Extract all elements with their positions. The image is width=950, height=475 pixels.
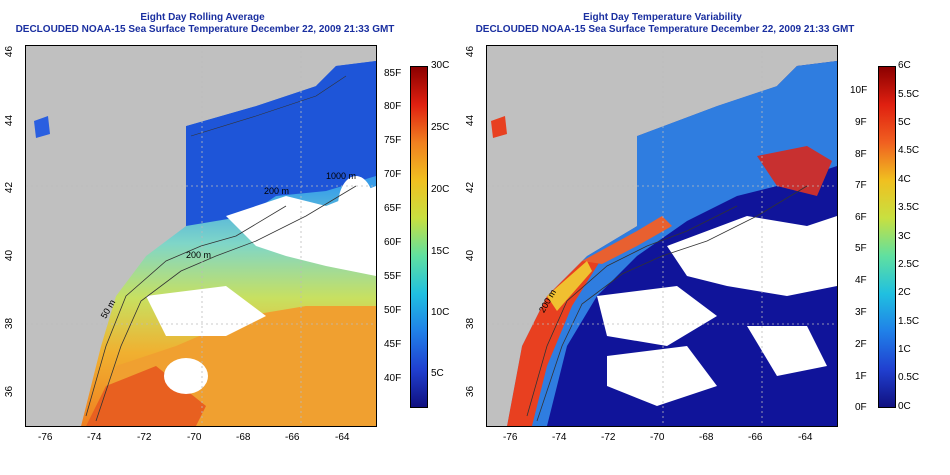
right-colorbar-c-label: 3.5C [898, 202, 920, 213]
right-colorbar-f-label: 3F [855, 307, 867, 318]
left-x-tick: -72 [137, 432, 152, 443]
left-y-tick: 38 [4, 317, 16, 330]
left-x-tick: -74 [87, 432, 102, 443]
left-colorbar-c-label: 25C [431, 122, 450, 133]
right-colorbar-c-label: 2.5C [898, 259, 920, 270]
left-colorbar-c-label: 10C [431, 307, 450, 318]
right-y-tick: 42 [465, 181, 477, 194]
left-colorbar-c-label: 20C [431, 184, 450, 195]
left-y-tick: 40 [4, 249, 16, 262]
left-colorbar-c-label: 30C [431, 60, 450, 71]
right-colorbar-c-label: 1.5C [898, 316, 920, 327]
right-colorbar-c-label: 4.5C [898, 145, 920, 156]
right-colorbar-f-label: 7F [855, 180, 867, 191]
right-colorbar-c-label: 0C [898, 401, 911, 412]
right-x-tick: -68 [699, 432, 714, 443]
left-colorbar-c-label: 15C [431, 246, 450, 257]
right-x-tick: -66 [748, 432, 763, 443]
right-colorbar-c-label: 3C [898, 231, 911, 242]
right-colorbar [878, 66, 896, 408]
right-x-tick: -76 [503, 432, 518, 443]
right-colorbar-f-label: 1F [855, 371, 867, 382]
left-colorbar-f-label: 65F [384, 203, 402, 214]
right-colorbar-f-label: 4F [855, 275, 867, 286]
right-y-tick: 46 [465, 45, 477, 58]
left-colorbar-f-label: 55F [384, 271, 402, 282]
right-colorbar-f-label: 5F [855, 243, 867, 254]
right-colorbar-c-label: 5.5C [898, 89, 920, 100]
left-colorbar-f-label: 60F [384, 237, 402, 248]
left-colorbar [410, 66, 428, 408]
left-colorbar-f-label: 45F [384, 339, 402, 350]
right-colorbar-c-label: 5C [898, 117, 911, 128]
left-colorbar-f-label: 70F [384, 169, 402, 180]
left-title-line1: Eight Day Rolling Average [140, 12, 265, 23]
left-y-tick: 46 [4, 45, 16, 58]
right-colorbar-f-label: 0F [855, 402, 867, 413]
left-colorbar-f-label: 50F [384, 305, 402, 316]
right-colorbar-f-label: 2F [855, 339, 867, 350]
right-colorbar-c-label: 0.5C [898, 372, 920, 383]
right-colorbar-c-label: 2C [898, 287, 911, 298]
right-colorbar-f-label: 6F [855, 212, 867, 223]
right-colorbar-f-label: 10F [850, 85, 868, 96]
left-colorbar-c-label: 5C [431, 368, 444, 379]
left-title-line2: DECLOUDED NOAA-15 Sea Surface Temperatur… [15, 24, 395, 35]
right-y-tick: 36 [465, 385, 477, 398]
left-x-tick: -76 [38, 432, 53, 443]
right-x-tick: -70 [650, 432, 665, 443]
right-title-line2: DECLOUDED NOAA-15 Sea Surface Temperatur… [475, 24, 855, 35]
right-colorbar-f-label: 8F [855, 149, 867, 160]
right-y-tick: 40 [465, 249, 477, 262]
left-x-tick: -70 [187, 432, 202, 443]
left-x-tick: -64 [335, 432, 350, 443]
left-x-tick: -66 [285, 432, 300, 443]
right-title-line1: Eight Day Temperature Variability [583, 12, 742, 23]
right-y-tick: 44 [465, 114, 477, 127]
left-y-tick: 42 [4, 181, 16, 194]
right-colorbar-c-label: 1C [898, 344, 911, 355]
right-x-tick: -72 [601, 432, 616, 443]
left-colorbar-f-label: 75F [384, 135, 402, 146]
left-y-tick: 36 [4, 385, 16, 398]
right-colorbar-c-label: 4C [898, 174, 911, 185]
right-variability-map: 200 m [486, 45, 838, 427]
left-contour-label: 200 m [186, 250, 212, 260]
left-colorbar-f-label: 80F [384, 101, 402, 112]
left-colorbar-f-label: 85F [384, 68, 402, 79]
left-colorbar-f-label: 40F [384, 373, 402, 384]
left-contour-label: 1000 m [326, 171, 357, 181]
right-x-tick: -64 [798, 432, 813, 443]
left-sst-map: 200 m 50 m 200 m 1000 m [25, 45, 377, 427]
right-y-tick: 38 [465, 317, 477, 330]
right-colorbar-c-label: 6C [898, 60, 911, 71]
right-x-tick: -74 [552, 432, 567, 443]
left-contour-label: 200 m [264, 186, 290, 196]
left-x-tick: -68 [236, 432, 251, 443]
left-y-tick: 44 [4, 114, 16, 127]
right-colorbar-f-label: 9F [855, 117, 867, 128]
